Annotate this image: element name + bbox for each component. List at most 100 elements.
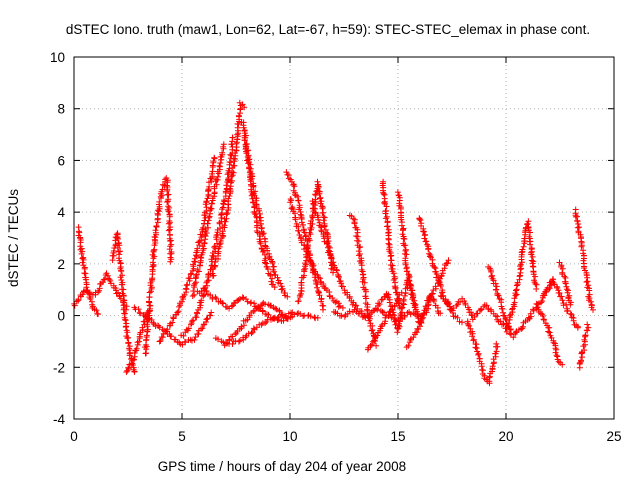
- data-point: [475, 351, 482, 358]
- data-point: [417, 217, 424, 224]
- data-point: [321, 214, 328, 221]
- data-point: [153, 223, 160, 229]
- data-point: [257, 220, 264, 227]
- data-point: [214, 173, 221, 180]
- data-point: [259, 231, 266, 238]
- data-point: [562, 280, 569, 287]
- data-point: [368, 341, 375, 348]
- data-point: [226, 193, 233, 199]
- data-point: [314, 284, 320, 291]
- data-point: [501, 312, 508, 319]
- data-point: [376, 301, 383, 308]
- data-point: [513, 291, 520, 298]
- data-arc: [403, 257, 452, 351]
- data-point: [517, 261, 524, 268]
- data-point: [574, 218, 581, 225]
- data-point: [492, 280, 499, 287]
- data-point: [284, 315, 291, 322]
- data-point: [381, 199, 388, 206]
- data-point: [243, 141, 250, 147]
- data-point: [422, 238, 429, 245]
- data-point: [411, 300, 418, 307]
- y-tick-label: -2: [53, 360, 65, 375]
- data-point: [493, 340, 500, 347]
- data-point: [191, 280, 198, 287]
- data-point: [401, 236, 408, 242]
- data-point: [131, 368, 138, 375]
- data-point: [430, 287, 437, 294]
- data-point: [493, 348, 500, 355]
- data-point: [383, 213, 390, 220]
- data-point: [532, 280, 539, 287]
- y-axis-ticks: -4 -2 0 2 4 6 8 10: [50, 50, 614, 427]
- data-point: [165, 220, 172, 227]
- data-point: [273, 306, 280, 313]
- data-point: [219, 299, 226, 306]
- data-point: [505, 323, 512, 330]
- data-point: [194, 267, 201, 273]
- data-point: [238, 323, 245, 330]
- data-point: [385, 240, 392, 247]
- data-point: [186, 275, 193, 282]
- data-point: [295, 298, 302, 304]
- data-point: [291, 311, 298, 318]
- data-point: [466, 322, 473, 329]
- x-tick-label: 0: [70, 429, 78, 444]
- data-point: [203, 288, 210, 295]
- data-point: [229, 341, 236, 347]
- data-arc: [464, 318, 501, 387]
- data-arc: [238, 119, 291, 300]
- data-point: [247, 168, 254, 175]
- data-point: [124, 335, 131, 342]
- data-point: [149, 251, 156, 258]
- data-point: [212, 294, 219, 301]
- data-point: [366, 317, 373, 324]
- data-arc: [572, 206, 596, 313]
- data-point: [405, 274, 412, 281]
- data-point: [159, 334, 166, 341]
- data-point: [155, 323, 162, 329]
- data-arc: [533, 300, 566, 368]
- data-point: [239, 294, 246, 301]
- data-point: [391, 318, 398, 325]
- data-point: [546, 329, 553, 336]
- data-point: [559, 297, 566, 304]
- data-point: [590, 306, 596, 313]
- data-point: [553, 346, 560, 353]
- data-point: [125, 340, 132, 347]
- data-point: [146, 289, 153, 296]
- data-point: [378, 296, 385, 303]
- data-point: [558, 293, 565, 300]
- data-point: [168, 250, 175, 257]
- data-point: [527, 241, 534, 248]
- data-point: [497, 318, 504, 325]
- data-point: [167, 238, 174, 244]
- data-point: [203, 316, 210, 323]
- data-point: [157, 337, 164, 344]
- data-point: [528, 248, 535, 255]
- data-point: [392, 285, 399, 292]
- data-point: [261, 251, 268, 258]
- data-point: [242, 137, 248, 143]
- data-point: [574, 224, 581, 231]
- data-point: [383, 203, 390, 210]
- data-point: [499, 305, 506, 312]
- data-arc: [131, 304, 215, 348]
- data-point: [199, 325, 206, 332]
- data-point: [291, 183, 298, 190]
- data-point: [506, 312, 513, 319]
- data-arc: [541, 276, 581, 331]
- data-point: [166, 226, 173, 233]
- x-axis-label: GPS time / hours of day 204 of year 2008: [158, 459, 406, 474]
- data-point: [194, 245, 201, 252]
- data-point: [310, 201, 317, 208]
- data-point: [369, 338, 376, 345]
- data-point: [100, 276, 107, 283]
- data-point: [228, 303, 235, 310]
- data-point: [305, 235, 312, 242]
- data-point: [211, 154, 218, 161]
- data-point: [360, 276, 367, 282]
- data-point: [83, 287, 90, 293]
- data-point: [478, 306, 485, 313]
- data-point: [78, 250, 85, 257]
